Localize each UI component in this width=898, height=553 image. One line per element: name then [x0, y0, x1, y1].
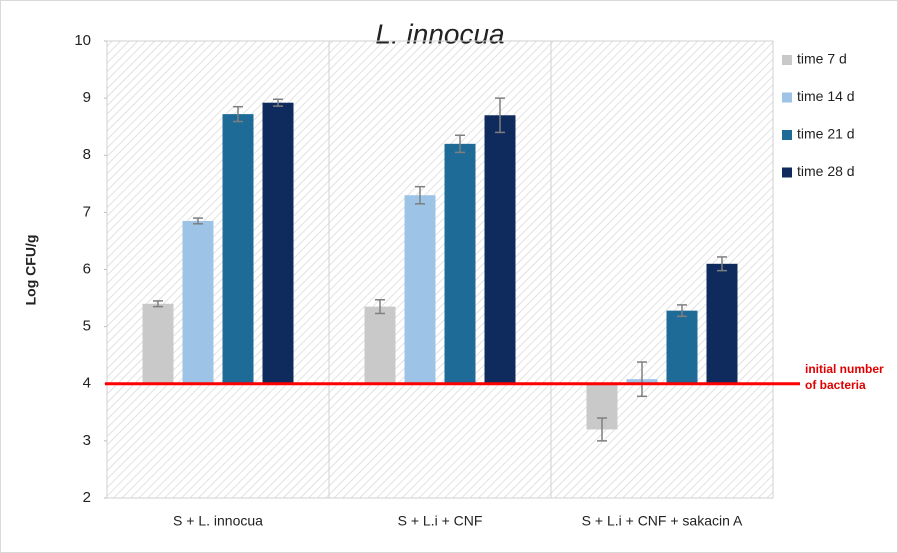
bar [404, 195, 436, 384]
bar [182, 220, 214, 384]
x-tick-label: S + L.i + CNF [398, 513, 483, 529]
legend-label: time 7 d [797, 51, 847, 67]
x-tick-label: S + L. innocua [173, 513, 263, 529]
y-axis-label: Log CFU/g [23, 235, 39, 306]
bar [262, 102, 294, 384]
bar [484, 115, 516, 384]
error-bar [597, 417, 607, 442]
y-tick-label: 10 [74, 32, 91, 49]
error-bar [153, 300, 163, 308]
error-bar [415, 185, 425, 205]
legend-swatch [782, 167, 792, 178]
error-bar [495, 97, 505, 134]
y-tick-label: 2 [83, 489, 91, 506]
error-bar [193, 217, 203, 225]
y-tick-label: 3 [83, 432, 91, 449]
legend-swatch [782, 92, 792, 103]
error-bar [273, 98, 283, 107]
bar [364, 306, 396, 384]
error-bar [677, 304, 687, 318]
bar [142, 303, 174, 384]
y-tick-label: 8 [83, 146, 91, 163]
error-bar [233, 105, 243, 123]
bar [666, 310, 698, 384]
chart-title: L. innocua [375, 18, 504, 49]
legend-swatch [782, 130, 792, 140]
error-bar [637, 361, 647, 398]
y-tick-label: 4 [83, 375, 91, 392]
reference-label: initial number of bacteria [805, 362, 884, 392]
legend-label: time 21 d [797, 126, 855, 142]
plot-border [106, 40, 774, 499]
bar [706, 263, 738, 384]
y-tick-label: 6 [83, 260, 91, 277]
y-tick-label: 5 [83, 318, 91, 335]
legend-label: time 14 d [797, 88, 855, 104]
error-bar [455, 134, 465, 154]
y-tick-label: 9 [83, 89, 91, 106]
plot-background [107, 41, 773, 498]
legend-swatch [782, 55, 792, 65]
x-tick-label: S + L.i + CNF + sakacin A [582, 513, 743, 529]
error-bar [717, 256, 727, 272]
y-tick-label: 7 [83, 203, 91, 220]
legend-label: time 28 d [797, 163, 855, 179]
error-bar [375, 299, 385, 315]
bar [444, 143, 476, 384]
bar [222, 114, 254, 384]
